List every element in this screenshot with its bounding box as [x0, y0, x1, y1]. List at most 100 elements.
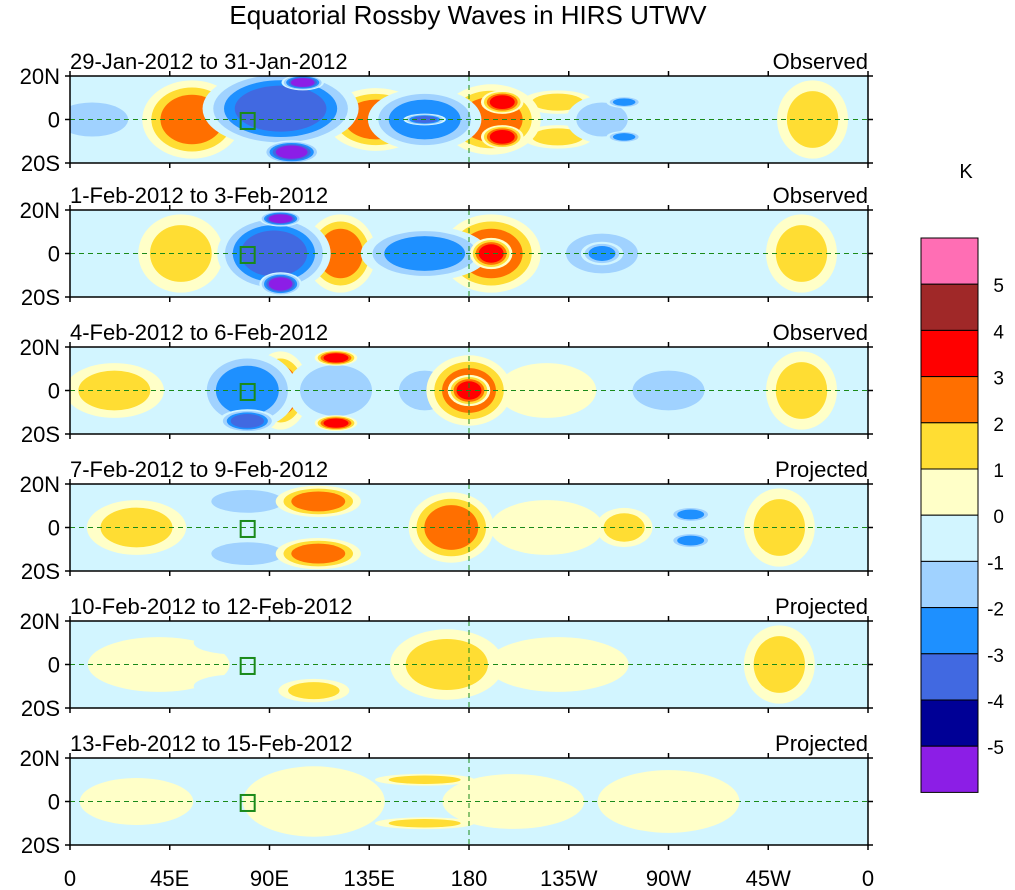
- anomaly-contour: [78, 370, 151, 411]
- region-box: [239, 656, 256, 675]
- panel-kind-label: Projected: [775, 731, 868, 756]
- anomaly-contour: [388, 775, 461, 785]
- anomaly-contour: [215, 365, 279, 416]
- colorbar-swatch: [920, 607, 979, 655]
- panel-date-range: 7-Feb-2012 to 9-Feb-2012: [70, 457, 328, 482]
- colorbar-tick-label: 5: [993, 276, 1004, 297]
- anomaly-contour: [275, 145, 308, 159]
- colorbar-tick-label: 2: [993, 415, 1004, 436]
- panel-kind-label: Observed: [773, 183, 868, 208]
- colorbar-tick-label: -4: [987, 692, 1004, 713]
- map-panel: 20N 0 20S 13-Feb-2012 to 15-Feb-2012 Project…: [20, 731, 873, 858]
- map-panel: 20N 0 20S 10-Feb-2012 to 12-Feb-2012 Project…: [20, 594, 873, 721]
- x-tick-label: 90W: [646, 866, 691, 890]
- anomaly-contour: [230, 414, 265, 428]
- colorbar-swatch: [920, 653, 979, 701]
- x-tick-label: 0: [64, 866, 76, 890]
- anomaly-contour: [753, 499, 806, 556]
- anomaly-contour: [193, 674, 279, 698]
- anomaly-contour: [531, 128, 584, 146]
- y-tick-label: 20N: [20, 335, 60, 360]
- y-tick-label: 20S: [21, 285, 60, 310]
- panel-kind-label: Observed: [773, 320, 868, 345]
- anomaly-contour: [753, 636, 806, 693]
- panel-date-range: 13-Feb-2012 to 15-Feb-2012: [70, 731, 353, 756]
- region-box: [239, 111, 256, 130]
- anomaly-contour: [612, 133, 636, 141]
- colorbar-tick-label: -1: [987, 553, 1004, 574]
- map-panel: 20N 0 20S 29-Jan-2012 to 31-Jan-2012 Observe…: [20, 49, 873, 176]
- y-tick-label: 0: [48, 108, 60, 133]
- chart-title: Equatorial Rossby Waves in HIRS UTWV: [229, 0, 707, 30]
- y-tick-label: 20N: [20, 198, 60, 223]
- region-box: [239, 793, 256, 812]
- anomaly-contour: [603, 513, 645, 542]
- anomaly-contour: [211, 542, 284, 565]
- x-tick-label: 0: [862, 866, 874, 890]
- anomaly-contour: [531, 93, 584, 111]
- anomaly-contour: [489, 95, 515, 110]
- anomaly-contour: [211, 490, 284, 513]
- anomaly-contour: [478, 244, 504, 263]
- y-tick-label: 20N: [20, 472, 60, 497]
- anomaly-contour: [644, 226, 716, 281]
- colorbar-tick-label: 3: [993, 369, 1004, 390]
- y-tick-label: 20N: [20, 64, 60, 89]
- anomaly-contour: [677, 509, 705, 520]
- colorbar-swatch: [920, 329, 979, 378]
- anomaly-contour: [291, 543, 346, 564]
- y-tick-label: 20S: [21, 696, 60, 721]
- x-tick-label: 45E: [150, 866, 189, 890]
- region-box: [239, 382, 256, 401]
- y-tick-label: 20N: [20, 609, 60, 634]
- anomaly-contour: [489, 129, 515, 144]
- colorbar-swatch: [920, 514, 979, 562]
- colorbar-tick-label: 0: [993, 507, 1004, 528]
- y-tick-label: 0: [48, 379, 60, 404]
- y-tick-label: 20S: [21, 559, 60, 584]
- colorbar-swatch: [920, 237, 979, 285]
- colorbar-units-label: K: [959, 161, 973, 183]
- panel-date-range: 29-Jan-2012 to 31-Jan-2012: [70, 49, 348, 74]
- anomaly-contour: [234, 85, 327, 132]
- y-tick-label: 20S: [21, 422, 60, 447]
- anomaly-contour: [677, 535, 705, 546]
- anomaly-contour: [87, 637, 230, 692]
- colorbar-swatch: [920, 560, 979, 609]
- y-tick-label: 0: [48, 516, 60, 541]
- anomaly-contour: [323, 353, 349, 363]
- y-tick-label: 0: [48, 653, 60, 678]
- anomaly-contour: [323, 418, 349, 428]
- anomaly-contour: [193, 631, 279, 655]
- anomaly-contour: [71, 226, 157, 281]
- anomaly-contour: [489, 500, 604, 555]
- map-panel: 20N 0 20S 7-Feb-2012 to 9-Feb-2012 Projected: [20, 457, 873, 584]
- y-tick-label: 0: [48, 790, 60, 815]
- x-tick-label: 135W: [540, 866, 598, 890]
- colorbar-tick-label: -5: [987, 738, 1004, 759]
- colorbar-swatch: [920, 699, 979, 747]
- y-tick-label: 0: [48, 242, 60, 267]
- panel-date-range: 4-Feb-2012 to 6-Feb-2012: [70, 320, 328, 345]
- anomaly-contour: [612, 98, 636, 106]
- anomaly-contour: [496, 363, 597, 418]
- colorbar-swatch: [920, 745, 979, 793]
- x-tick-label: 180: [451, 866, 488, 890]
- map-panel: 20N 0 20S 1-Feb-2012 to 3-Feb-2012 Observed: [20, 183, 873, 310]
- colorbar-tick-label: -2: [987, 600, 1004, 621]
- x-tick-label: 45W: [746, 866, 791, 890]
- colorbar-swatch: [920, 283, 979, 331]
- anomaly-contour: [290, 78, 315, 87]
- map-panel: 20N 0 20S 4-Feb-2012 to 6-Feb-2012 Observed: [20, 320, 873, 447]
- y-tick-label: 20S: [21, 833, 60, 858]
- panel-date-range: 1-Feb-2012 to 3-Feb-2012: [70, 183, 328, 208]
- anomaly-contour: [268, 277, 293, 291]
- x-tick-label: 90E: [250, 866, 289, 890]
- x-tick-label: 135E: [344, 866, 395, 890]
- colorbar-tick-label: 1: [993, 461, 1004, 482]
- anomaly-contour: [655, 637, 727, 692]
- colorbar-swatch: [920, 422, 979, 470]
- y-tick-label: 20S: [21, 151, 60, 176]
- colorbar-tick-label: -3: [987, 646, 1004, 667]
- panel-kind-label: Projected: [775, 457, 868, 482]
